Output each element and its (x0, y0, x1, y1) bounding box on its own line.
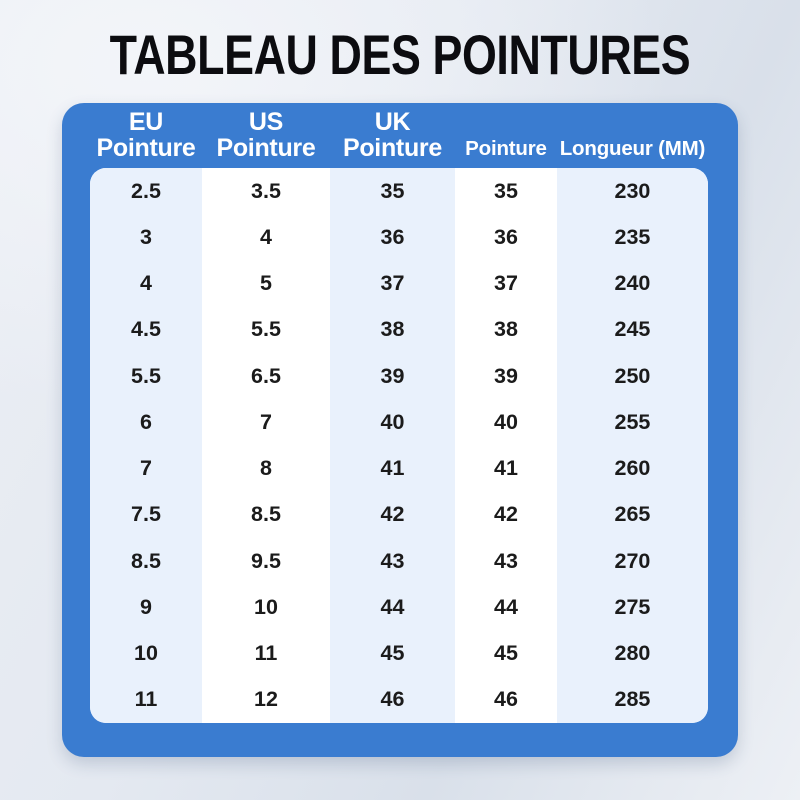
size-table-body: 2.5 3.5 35 35 230 3 4 36 36 235 4 5 37 37 240 4.5 5.5 38 3… (90, 168, 708, 723)
page-title-text: TABLEAU DES POINTURES (109, 23, 691, 86)
size-cell: 7 (201, 399, 330, 446)
size-cell: 35 (454, 168, 557, 215)
size-cell: 9 (90, 584, 202, 631)
size-cell: 250 (556, 353, 708, 400)
size-cell: 5 (201, 260, 330, 307)
size-cell: 38 (329, 306, 455, 353)
size-cell: 10 (90, 630, 202, 677)
size-cell: 40 (454, 399, 557, 446)
size-cell: 44 (329, 584, 455, 631)
header-us-pointure: US Pointure (202, 109, 330, 161)
size-cell: 40 (329, 399, 455, 446)
header-uk-line2: Pointure (342, 134, 442, 162)
size-cell: 43 (454, 538, 557, 585)
size-cell: 41 (329, 445, 455, 492)
size-cell: 45 (329, 630, 455, 677)
size-cell: 2.5 (90, 168, 202, 215)
size-cell: 7 (90, 445, 202, 492)
header-eu-line2: Pointure (96, 134, 196, 162)
size-cell: 270 (556, 538, 708, 585)
size-cell: 45 (454, 630, 557, 677)
size-cell: 6.5 (201, 353, 330, 400)
size-cell: 36 (454, 214, 557, 261)
size-cell: 3 (90, 214, 202, 261)
header-uk-line1: UK (374, 108, 411, 136)
size-cell: 255 (556, 399, 708, 446)
size-cell: 41 (454, 445, 557, 492)
page-title: TABLEAU DES POINTURES (0, 22, 800, 87)
size-cell: 9.5 (201, 538, 330, 585)
size-cell: 275 (556, 584, 708, 631)
size-cell: 4 (201, 214, 330, 261)
size-cell: 4.5 (90, 306, 202, 353)
header-pointure-label: Pointure (465, 137, 547, 160)
size-cell: 37 (454, 260, 557, 307)
size-cell: 37 (329, 260, 455, 307)
size-cell: 43 (329, 538, 455, 585)
size-cell: 5.5 (90, 353, 202, 400)
size-cell: 8.5 (201, 491, 330, 538)
size-cell: 260 (556, 445, 708, 492)
size-cell: 42 (329, 491, 455, 538)
size-cell: 235 (556, 214, 708, 261)
size-chart-card: EU Pointure US Pointure UK Pointure Poin… (62, 103, 738, 757)
size-cell: 46 (454, 676, 557, 723)
size-cell: 38 (454, 306, 557, 353)
size-cell: 6 (90, 399, 202, 446)
size-cell: 10 (201, 584, 330, 631)
size-table-header: EU Pointure US Pointure UK Pointure Poin… (90, 103, 708, 168)
size-cell: 240 (556, 260, 708, 307)
size-cell: 11 (90, 676, 202, 723)
header-us-line1: US (248, 108, 284, 136)
header-pointure: Pointure (455, 136, 557, 161)
size-cell: 39 (454, 353, 557, 400)
size-cell: 285 (556, 676, 708, 723)
size-cell: 12 (201, 676, 330, 723)
size-cell: 36 (329, 214, 455, 261)
size-cell: 46 (329, 676, 455, 723)
header-uk-pointure: UK Pointure (330, 109, 455, 161)
size-cell: 8.5 (90, 538, 202, 585)
size-cell: 42 (454, 491, 557, 538)
size-cell: 245 (556, 306, 708, 353)
header-eu-line1: EU (128, 108, 164, 136)
size-cell: 7.5 (90, 491, 202, 538)
size-cell: 11 (201, 630, 330, 677)
size-cell: 230 (556, 168, 708, 215)
header-us-line2: Pointure (216, 134, 316, 162)
size-cell: 4 (90, 260, 202, 307)
size-cell: 265 (556, 491, 708, 538)
size-cell: 5.5 (201, 306, 330, 353)
header-eu-pointure: EU Pointure (90, 109, 202, 161)
size-cell: 44 (454, 584, 557, 631)
size-cell: 280 (556, 630, 708, 677)
size-cell: 8 (201, 445, 330, 492)
size-cell: 3.5 (201, 168, 330, 215)
size-cell: 39 (329, 353, 455, 400)
header-longueur-mm: Longueur (MM) (557, 136, 708, 161)
size-cell: 35 (329, 168, 455, 215)
header-longueur-label: Longueur (MM) (559, 137, 706, 160)
